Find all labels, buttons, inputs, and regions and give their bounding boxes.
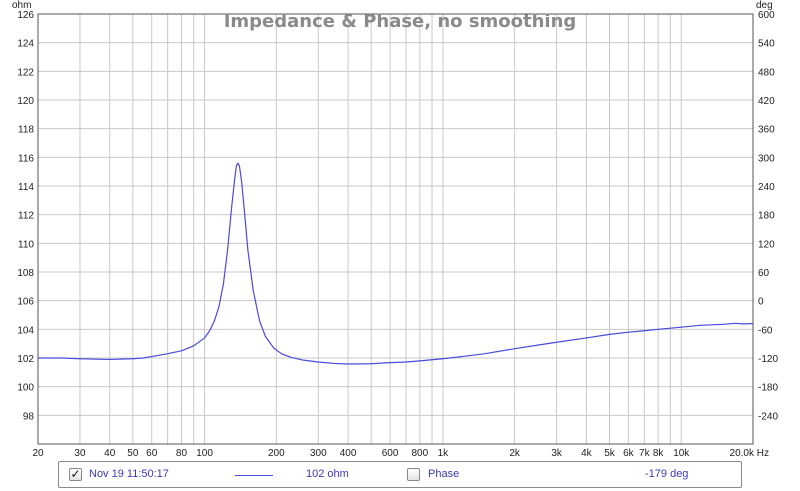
tick-labels: 20 30 40 50 60 80 100 200 300 400 600 800 1k 2k 3k 4k 5k… [17,10,778,459]
series-label: Nov 19 11:50:17 [89,468,169,480]
x-tick-label: 60 [146,448,158,459]
y-right-tick-label: 480 [758,67,775,78]
x-tick-label: 400 [340,448,357,459]
legend-bar: ✓ Nov 19 11:50:17 102 ohm Phase -179 deg [58,461,742,488]
phase-checkbox[interactable] [407,468,420,481]
y-right-tick-label: -180 [758,383,778,394]
x-tick-label: 100 [196,448,213,459]
x-tick-label: 800 [411,448,428,459]
y-right-tick-label: -120 [758,354,778,365]
x-tick-label: 5k [604,448,616,459]
x-tick-label: 1k [438,448,450,459]
y-left-tick-label: 110 [18,239,34,250]
x-tick-label: 300 [310,448,327,459]
series-value: 102 ohm [306,468,349,480]
series-layer [38,162,754,365]
y-left-tick-label: 112 [18,211,34,222]
y-left-tick-label: 126 [17,10,34,21]
y-left-tick-label: 116 [18,153,34,164]
x-tick-label: 3k [551,448,563,459]
y-left-tick-label: 102 [17,354,34,365]
x-tick-label: 8k [653,448,665,459]
right-axis-unit: deg [756,0,773,11]
y-right-tick-label: 120 [758,239,775,250]
y-left-tick-label: 104 [17,325,34,336]
y-right-tick-label: -240 [758,411,778,422]
x-tick-label: 600 [382,448,399,459]
x-tick-label: 80 [176,448,188,459]
y-left-tick-label: 106 [17,297,34,308]
y-right-tick-label: 60 [758,268,770,279]
x-tick-label: 10k [673,448,690,459]
y-left-tick-label: 124 [17,39,34,50]
y-left-tick-label: 108 [17,268,34,279]
y-left-tick-label: 120 [17,96,34,107]
y-right-tick-label: 360 [758,125,775,136]
y-left-tick-label: 98 [23,411,35,422]
x-tick-label: 20 [32,448,44,459]
y-right-tick-label: 540 [758,39,775,50]
x-tick-label: 30 [74,448,86,459]
x-tick-label: 2k [509,448,521,459]
y-left-tick-label: 114 [18,182,34,193]
y-left-tick-label: 122 [17,67,34,78]
y-right-tick-label: 600 [758,10,775,21]
x-tick-label: 200 [268,448,285,459]
series-swatch [235,475,273,476]
chart-title: Impedance & Phase, no smoothing [224,11,577,32]
y-right-tick-label: 420 [758,96,775,107]
grid [38,14,753,444]
y-right-tick-label: 240 [758,182,775,193]
x-tick-label: 50 [127,448,139,459]
impedance-curve [38,162,754,365]
y-left-tick-label: 118 [18,125,34,136]
plot-frame [37,13,754,445]
y-right-tick-label: 0 [758,297,764,308]
left-axis-unit: ohm [12,0,31,11]
x-tick-label: 6k [623,448,635,459]
phase-label: Phase [428,468,460,480]
x-tick-label: 4k [581,448,593,459]
y-right-tick-label: 300 [758,153,775,164]
plot-area [38,14,753,444]
x-tick-label: 7k [639,448,651,459]
series-checkbox[interactable]: ✓ [69,467,82,481]
phase-value: -179 deg [645,468,689,480]
x-tick-label: 40 [104,448,116,459]
y-left-tick-label: 100 [17,383,34,394]
y-right-tick-label: -60 [758,325,773,336]
x-tick-label: 20.0k Hz [730,448,769,459]
y-right-tick-label: 180 [758,211,775,222]
